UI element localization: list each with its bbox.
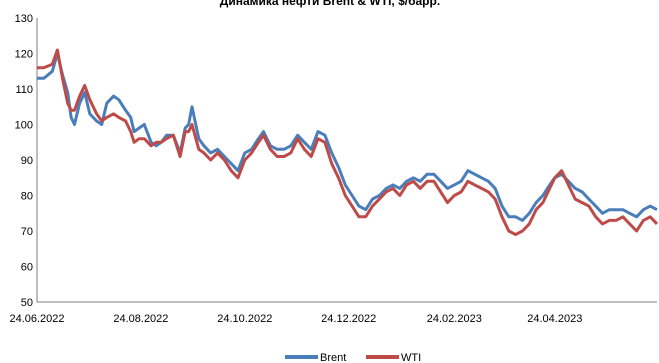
y-tick-label: 50	[21, 297, 33, 309]
x-tick-label: 24.10.2022	[217, 313, 272, 325]
y-tick-label: 120	[15, 49, 33, 61]
legend-label-brent: Brent	[320, 352, 346, 363]
y-tick-label: 130	[15, 13, 33, 25]
legend: Brent WTI	[285, 352, 421, 363]
y-tick-label: 100	[15, 120, 33, 132]
y-tick-label: 90	[21, 155, 33, 167]
series-lines	[37, 48, 659, 237]
x-axis-tick-labels: 24.06.2022 24.08.2022 24.10.2022 24.12.2022…	[9, 313, 582, 325]
y-tick-label: 110	[15, 84, 33, 96]
chart-title: Динамика нефти Brent & WTI, $/барр.	[220, 0, 440, 8]
x-tick-label: 24.02.2023	[427, 313, 482, 325]
y-tick-label: 70	[21, 226, 33, 238]
y-tick-label: 60	[21, 262, 33, 274]
x-tick-label: 24.04.2023	[527, 313, 582, 325]
x-tick-label: 24.08.2022	[113, 313, 168, 325]
x-tick-label: 24.06.2022	[9, 313, 64, 325]
series-line-wti	[37, 48, 659, 237]
y-tick-label: 80	[21, 191, 33, 203]
x-tick-label: 24.12.2022	[321, 313, 376, 325]
series-line-brent	[37, 52, 658, 222]
legend-label-wti: WTI	[401, 352, 421, 363]
y-axis-tick-labels: 50 60 70 80 90 100 110 120 130	[15, 13, 33, 309]
